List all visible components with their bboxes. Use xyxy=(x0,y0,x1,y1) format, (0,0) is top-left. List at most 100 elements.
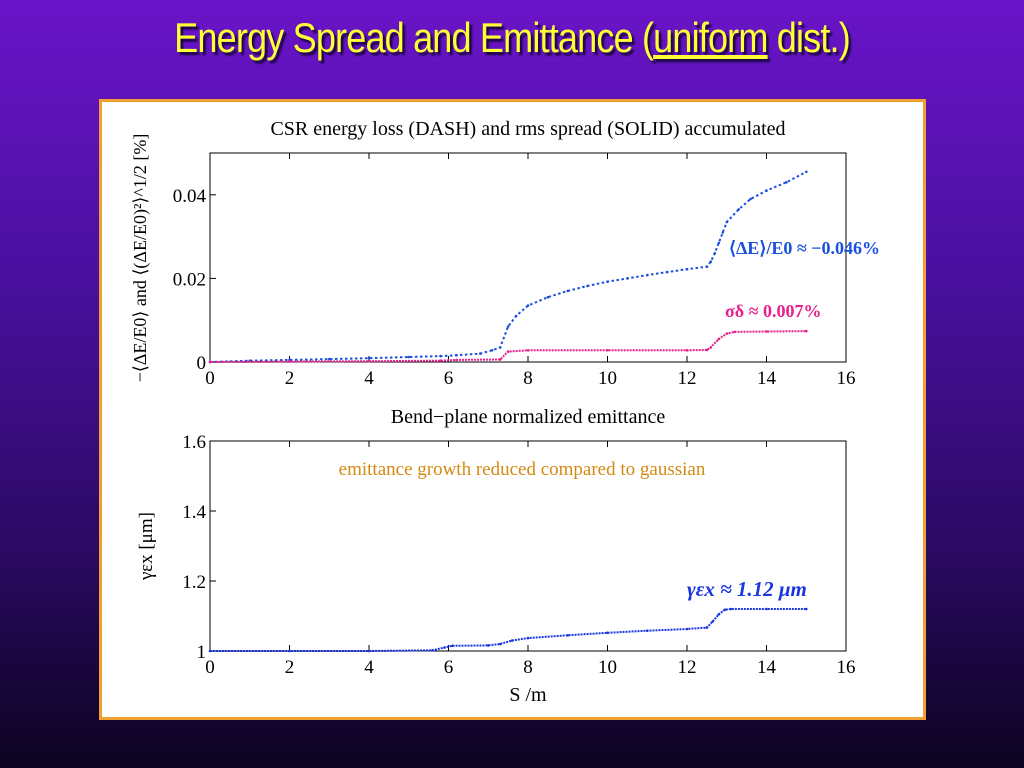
data-point xyxy=(717,241,721,245)
chart-emittance: Bend−plane normalized emittance emittanc… xyxy=(136,406,856,706)
x-tick-label: 2 xyxy=(285,657,295,678)
y-tick-label: 0.02 xyxy=(173,269,206,290)
data-point xyxy=(367,649,371,653)
data-point xyxy=(725,220,729,224)
data-point xyxy=(546,295,550,299)
chart-title: Bend−plane normalized emittance xyxy=(391,406,666,428)
data-point xyxy=(765,607,768,611)
x-tick-label: 14 xyxy=(757,368,777,389)
data-point xyxy=(665,270,669,274)
data-point xyxy=(439,359,442,363)
chart-title: CSR energy loss (DASH) and rms spread (S… xyxy=(270,118,785,140)
data-point xyxy=(785,181,788,184)
data-point xyxy=(705,626,709,629)
data-point xyxy=(208,360,212,364)
series-annotation-emittance: γεx ≈ 1.12 μm xyxy=(687,577,807,601)
data-point xyxy=(685,627,689,631)
y-tick-labels: 0 0.02 0.04 xyxy=(173,186,216,374)
data-point xyxy=(606,631,609,635)
data-point xyxy=(729,607,732,611)
data-point xyxy=(705,348,709,352)
x-tick-label: 4 xyxy=(364,368,374,389)
data-point xyxy=(487,644,490,647)
data-point xyxy=(749,197,752,201)
data-point xyxy=(721,231,725,234)
x-tick-label: 16 xyxy=(837,657,856,678)
data-point xyxy=(646,629,649,632)
data-point xyxy=(717,613,721,616)
series-annotation-rms-spread: σδ ≈ 0.007% xyxy=(725,301,822,321)
data-point xyxy=(479,352,482,355)
data-point xyxy=(725,332,729,335)
data-point xyxy=(709,260,713,263)
chart-note: emittance growth reduced compared to gau… xyxy=(339,459,706,480)
title-underlined-word: uniform xyxy=(653,14,768,61)
title-prefix: Energy Spread and Emittance ( xyxy=(174,14,654,61)
x-tick-label: 8 xyxy=(523,657,533,678)
y-axis-label: γεx [μm] xyxy=(136,512,157,581)
data-point xyxy=(367,356,371,360)
data-point xyxy=(566,634,570,637)
series-group xyxy=(208,607,808,653)
series-line-0 xyxy=(209,170,807,363)
data-point xyxy=(526,304,530,307)
data-point xyxy=(506,325,510,328)
data-point xyxy=(805,607,808,611)
x-tick-labels: 0 2 4 6 8 10 12 14 16 xyxy=(205,153,856,389)
chart-energy-spread: CSR energy loss (DASH) and rms spread (S… xyxy=(130,118,880,389)
slide-title: Energy Spread and Emittance (uniform dis… xyxy=(72,14,953,62)
series-annotation-energy-loss: ⟨ΔE⟩/E0 ≈ −0.046% xyxy=(729,238,880,258)
x-tick-labels: 0 2 4 6 8 10 12 14 16 xyxy=(205,441,856,678)
y-tick-labels: 1 1.2 1.4 1.6 xyxy=(182,432,216,663)
x-tick-label: 10 xyxy=(598,368,617,389)
data-point xyxy=(566,289,570,293)
x-tick-label: 10 xyxy=(598,657,617,678)
data-point xyxy=(526,349,530,352)
x-tick-label: 12 xyxy=(678,368,697,389)
data-point xyxy=(367,359,371,363)
x-tick-label: 6 xyxy=(444,657,454,678)
x-tick-label: 4 xyxy=(364,657,374,678)
x-axis-label: S /m xyxy=(509,684,547,706)
data-point xyxy=(510,639,514,642)
data-point xyxy=(606,280,609,283)
data-point xyxy=(439,354,442,358)
data-point xyxy=(737,208,740,211)
data-point xyxy=(805,170,808,174)
y-tick-label: 1.2 xyxy=(182,572,206,593)
data-point xyxy=(514,314,518,318)
data-point xyxy=(733,330,736,334)
data-point xyxy=(685,267,689,271)
x-tick-label: 2 xyxy=(285,368,295,389)
data-point xyxy=(765,330,768,333)
data-point xyxy=(805,329,808,333)
x-tick-label: 8 xyxy=(523,368,533,389)
data-point xyxy=(288,649,291,653)
data-point xyxy=(711,620,715,623)
data-point xyxy=(765,189,768,192)
x-tick-label: 16 xyxy=(837,368,856,389)
data-point xyxy=(498,346,502,349)
x-tick-label: 12 xyxy=(678,657,697,678)
data-point xyxy=(506,350,510,353)
y-tick-label: 0.04 xyxy=(173,186,207,207)
title-suffix: dist.) xyxy=(767,14,851,61)
x-tick-label: 14 xyxy=(757,657,777,678)
y-tick-label: 1.4 xyxy=(182,502,206,523)
data-point xyxy=(288,360,291,363)
x-tick-label: 0 xyxy=(205,368,215,389)
data-point xyxy=(709,346,713,349)
y-axis-label: −⟨ΔE/E0⟩ and ⟨(ΔE/E0)²⟩^1/2 [%] xyxy=(130,134,151,383)
data-point xyxy=(586,284,589,288)
data-point xyxy=(407,355,411,359)
data-point xyxy=(705,265,709,268)
y-tick-label: 0 xyxy=(197,353,207,374)
y-tick-label: 1 xyxy=(197,642,207,663)
data-point xyxy=(685,349,689,352)
data-point xyxy=(626,277,629,280)
data-point xyxy=(451,644,454,648)
data-point xyxy=(328,357,331,361)
data-point xyxy=(455,358,458,362)
figure-panel: CSR energy loss (DASH) and rms spread (S… xyxy=(99,99,926,720)
series-line-1 xyxy=(209,330,807,363)
